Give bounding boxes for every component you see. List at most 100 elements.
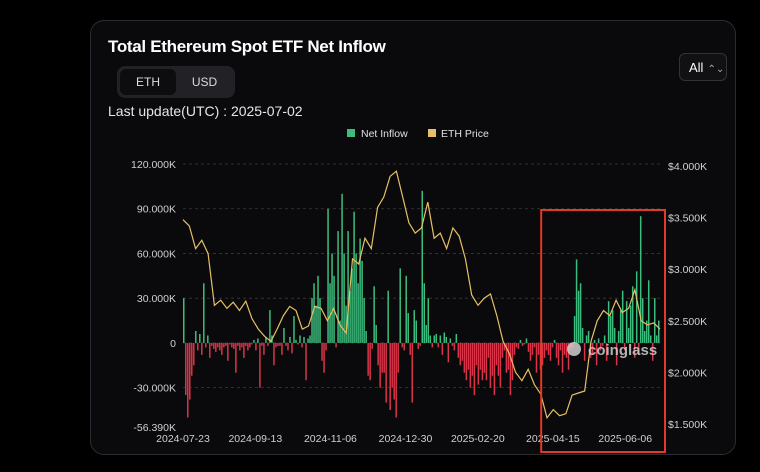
net-inflow-bar <box>653 298 656 343</box>
net-inflow-bar <box>203 283 205 343</box>
net-inflow-bar <box>583 342 586 361</box>
net-inflow-bar <box>639 216 642 343</box>
net-inflow-bar <box>387 290 389 343</box>
y-right-tick: $3.000K <box>668 264 707 276</box>
net-inflow-bar <box>305 342 307 381</box>
net-inflow-bar <box>405 275 407 343</box>
range-select-value: All <box>689 60 704 75</box>
net-inflow-bar <box>573 316 576 343</box>
x-tick: 2024-07-23 <box>156 433 210 445</box>
net-inflow-bar <box>395 342 397 418</box>
net-inflow-bar <box>373 286 375 343</box>
net-inflow-bar <box>331 253 333 343</box>
net-inflow-bar <box>591 342 594 355</box>
net-inflow-bar <box>273 342 275 366</box>
net-inflow-bar <box>455 333 458 343</box>
net-inflow-bar <box>531 342 534 355</box>
eth-price-line <box>182 170 661 420</box>
net-inflow-bar <box>355 253 357 343</box>
net-inflow-bar <box>365 330 367 343</box>
y-left-tick: 0 <box>170 338 176 350</box>
net-inflow-bar <box>559 342 562 351</box>
net-inflow-bar <box>339 320 341 343</box>
net-inflow-bar <box>465 342 468 381</box>
net-inflow-bar <box>635 271 638 343</box>
net-inflow-bar <box>549 342 552 361</box>
net-inflow-bar <box>645 320 648 343</box>
net-inflow-bar <box>323 342 325 373</box>
net-inflow-bar <box>389 342 391 411</box>
net-inflow-bar <box>199 333 201 343</box>
net-inflow-bar <box>317 275 319 343</box>
y-left-tick: 60.000K <box>137 248 176 260</box>
net-inflow-bar <box>441 342 444 355</box>
legend-net-inflow: Net Inflow <box>361 128 408 140</box>
net-inflow-bar <box>207 335 209 343</box>
net-inflow-bar <box>477 342 480 385</box>
net-inflow-bar <box>311 298 313 343</box>
net-inflow-bar <box>633 342 636 358</box>
net-inflow-bar <box>509 342 512 396</box>
y-right-tick: $1.500K <box>668 419 707 431</box>
net-inflow-bar <box>369 342 371 381</box>
net-inflow-bar <box>353 211 355 343</box>
net-inflow-bar <box>561 342 564 373</box>
x-tick: 2025-06-06 <box>598 433 652 445</box>
net-inflow-bar <box>551 342 554 348</box>
y-right-tick: $2.000K <box>668 367 707 379</box>
net-inflow-bar <box>183 298 185 343</box>
net-inflow-bar <box>623 342 626 351</box>
y-left-tick: 90.000K <box>137 204 176 216</box>
net-inflow-bar <box>263 342 265 355</box>
net-inflow-bar <box>201 342 203 355</box>
net-inflow-bar <box>193 342 195 366</box>
net-inflow-bar <box>453 342 456 351</box>
range-select[interactable]: All ⌃⌄ <box>679 53 727 81</box>
legend-swatch-eth-price <box>428 129 436 137</box>
net-inflow-bar <box>279 342 281 346</box>
net-inflow-bar <box>657 320 660 343</box>
toggle-usd[interactable]: USD <box>191 75 218 89</box>
net-inflow-bar <box>255 342 257 351</box>
net-inflow-bar <box>289 336 291 343</box>
net-inflow-bar <box>609 316 612 343</box>
toggle-eth[interactable]: ETH <box>120 69 176 95</box>
net-inflow-bar <box>619 310 622 343</box>
net-inflow-bar <box>251 342 253 345</box>
net-inflow-bar <box>529 342 532 361</box>
net-inflow-bar <box>381 342 383 373</box>
legend-eth-price: ETH Price <box>441 128 489 140</box>
net-inflow-bar <box>493 342 496 396</box>
net-inflow-bar <box>651 342 654 361</box>
net-inflow-bar <box>185 342 187 396</box>
net-inflow-bar <box>393 342 395 400</box>
net-inflow-bar <box>401 342 403 348</box>
net-inflow-bar <box>261 342 263 346</box>
net-inflow-bar <box>235 342 237 373</box>
net-inflow-bar <box>341 193 343 343</box>
net-inflow-bar <box>445 336 448 343</box>
net-inflow-bar <box>229 342 231 345</box>
net-inflow-bar <box>597 338 600 343</box>
net-inflow-bar <box>449 338 452 343</box>
net-inflow-bar <box>507 342 510 370</box>
net-inflow-bar <box>209 342 211 358</box>
net-inflow-bar <box>375 325 377 343</box>
net-inflow-bar <box>515 342 518 348</box>
net-inflow-bar <box>379 342 381 388</box>
net-inflow-bar <box>627 328 630 343</box>
net-inflow-bar <box>213 342 215 349</box>
net-inflow-bar <box>613 328 616 343</box>
net-inflow-bar <box>397 342 399 373</box>
net-inflow-bar <box>307 338 309 343</box>
net-inflow-bar <box>503 342 506 351</box>
net-inflow-bar <box>321 342 323 361</box>
net-inflow-bar <box>413 310 415 343</box>
net-inflow-bar <box>291 342 293 354</box>
highlight-box <box>540 209 666 453</box>
net-inflow-bar <box>631 286 634 343</box>
net-inflow-bar <box>425 325 428 343</box>
net-inflow-bar <box>437 342 440 348</box>
net-inflow-bar <box>457 342 460 358</box>
net-inflow-bar <box>557 342 560 366</box>
